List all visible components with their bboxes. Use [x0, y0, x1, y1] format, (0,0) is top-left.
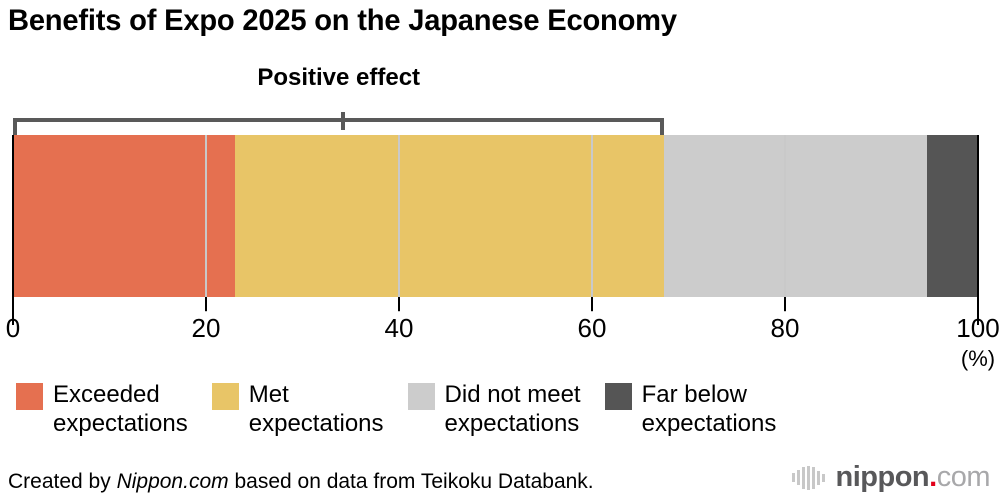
gridline — [398, 135, 400, 312]
nippon-logo[interactable]: nippon.com — [791, 463, 991, 492]
legend-label: Far below expectations — [641, 381, 777, 438]
positive-effect-label: Positive effect — [257, 64, 421, 91]
axis-edge-line — [12, 135, 14, 325]
logo-dot: . — [929, 461, 937, 493]
gridline — [591, 135, 593, 312]
x-tick-label: 60 — [577, 313, 607, 343]
legend-label: Met expectations — [248, 381, 384, 438]
tick-mark — [398, 297, 400, 311]
legend-item[interactable]: Exceeded expectations — [16, 380, 188, 439]
x-tick-label: 80 — [770, 313, 800, 343]
axis-edge-line — [977, 135, 979, 325]
tick-mark — [591, 297, 593, 311]
x-tick-label: 100 — [956, 313, 1000, 343]
logo-name: nippon — [835, 461, 930, 493]
credit-source: Nippon.com — [116, 470, 229, 493]
x-tick-label: 20 — [191, 313, 221, 343]
gridline — [784, 135, 786, 312]
legend-label: Exceeded expectations — [53, 381, 188, 438]
legend-swatch — [211, 383, 239, 410]
positive-effect-bracket — [13, 112, 665, 140]
credit-suffix: based on data from Teikoku Databank. — [228, 470, 594, 493]
legend-swatch — [604, 383, 632, 410]
chart-legend: Exceeded expectations Met expectations Did… — [16, 380, 986, 439]
footer-credit: Created by Nippon.com based on data from… — [8, 470, 594, 494]
logo-tld: com — [936, 461, 991, 493]
legend-item[interactable]: Met expectations — [211, 380, 384, 439]
chart-plot-area: Positive effect 0 20 40 60 80 100 (%) — [6, 64, 1000, 371]
bar-segment-far-below[interactable] — [926, 135, 978, 297]
logo-wordmark: nippon.com — [836, 463, 991, 492]
tick-mark — [205, 297, 207, 311]
bar-segment-exceeded[interactable] — [13, 135, 235, 297]
legend-swatch — [407, 383, 435, 410]
sound-wave-icon — [791, 465, 827, 490]
tick-mark — [784, 297, 786, 311]
stacked-bar — [13, 135, 978, 297]
legend-label: Did not meet expectations — [444, 381, 581, 438]
page-title: Benefits of Expo 2025 on the Japanese Ec… — [8, 4, 677, 37]
axis-unit-label: (%) — [960, 346, 996, 371]
legend-swatch — [16, 383, 43, 410]
bracket-pointer-stem — [340, 112, 345, 130]
bar-segment-met[interactable] — [234, 135, 665, 297]
x-tick-label: 0 — [5, 313, 21, 343]
gridline — [205, 135, 207, 312]
bar-segment-did-not-meet[interactable] — [664, 135, 927, 297]
x-tick-label: 40 — [384, 313, 414, 343]
credit-prefix: Created by — [8, 470, 117, 493]
legend-item[interactable]: Far below expectations — [604, 380, 777, 439]
legend-item[interactable]: Did not meet expectations — [407, 380, 581, 439]
